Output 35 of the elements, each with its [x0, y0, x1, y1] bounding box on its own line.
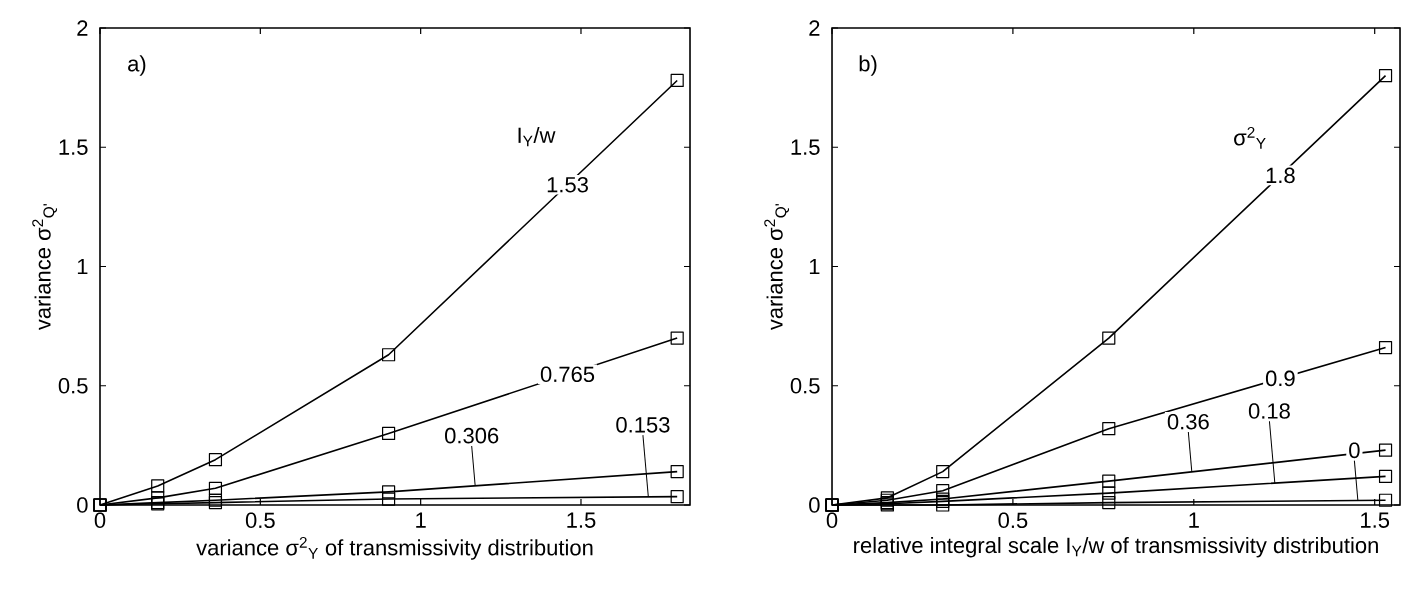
y-tick-label: 2 [77, 20, 88, 36]
y-axis-title: variance σ$^{2}$Q' [764, 204, 790, 331]
y-tick-label: 0 [77, 497, 88, 513]
y-tick-label: 1 [77, 258, 88, 275]
annotation: a) [128, 55, 146, 76]
x-tick-label: 1.5 [567, 512, 596, 528]
x-tick-label: 0.5 [998, 512, 1028, 529]
series-label: 0.306 [445, 427, 499, 444]
x-tick-label: 0.5 [245, 512, 275, 529]
y-tick-label: 1.5 [59, 139, 88, 155]
text: 0.18 [1248, 403, 1290, 419]
series-label: 0 [1349, 442, 1360, 459]
series-label: 0.36 [1167, 413, 1209, 430]
y-tick-label: 1.5 [791, 139, 820, 155]
annotation: b) [859, 55, 877, 76]
series-label: 1.53 [547, 176, 588, 193]
series-label: 1.8 [1266, 167, 1295, 184]
y-axis-title: variance σ$^{2}$Q' [32, 204, 58, 331]
annotation: I$_{Y}$/w [518, 126, 556, 147]
series-label: 0.765 [540, 366, 595, 383]
y-tick-label: 0 [809, 497, 820, 513]
y-tick-label: 1 [809, 258, 820, 275]
x-tick-label: 1 [1189, 512, 1199, 528]
y-tick-label: 0.5 [790, 377, 820, 394]
series-label: 0.9 [1265, 370, 1295, 387]
x-tick-label: 1.5 [1361, 512, 1390, 528]
x-tick-label: 0 [826, 512, 838, 529]
y-tick-label: 0.5 [58, 377, 88, 394]
text: 0.153 [616, 417, 670, 433]
annotation: σ$^{2}$Y [1234, 126, 1266, 149]
x-axis-title: variance σ$^{2}$$_{Y}$ of transmissivity distribution [196, 536, 593, 560]
x-tick-label: 1 [416, 512, 426, 528]
x-axis-title: relative integral scale I$_{Y}$/w of transmissivity distribution [854, 536, 1378, 558]
y-tick-label: 2 [809, 20, 820, 36]
x-tick-label: 0 [94, 512, 106, 529]
